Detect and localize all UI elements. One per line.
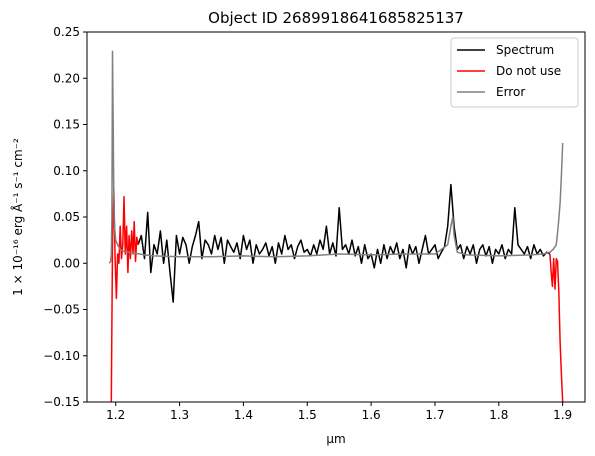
x-axis-label: µm xyxy=(326,432,345,446)
legend-box xyxy=(450,37,579,108)
legend-label-spectrum: Spectrum xyxy=(496,43,554,57)
x-tick-label: 1.4 xyxy=(234,408,253,422)
y-tick-label: −0.10 xyxy=(43,349,80,363)
series-layer xyxy=(108,50,564,402)
x-tick-label: 1.8 xyxy=(489,408,508,422)
y-axis-label: 1 × 10⁻¹⁶ erg Å⁻¹ s⁻¹ cm⁻² xyxy=(10,138,25,296)
y-tick-label: 0.15 xyxy=(53,118,80,132)
y-tick-label: 0.05 xyxy=(53,210,80,224)
legend: Spectrum Do not use Error xyxy=(450,37,579,108)
x-tick-label: 1.7 xyxy=(425,408,444,422)
series-line-spectrum xyxy=(137,183,551,303)
y-axis: −0.15 −0.10 −0.05 0.00 0.05 0.10 0.15 0.20 0.25 xyxy=(43,25,87,409)
series-line-error xyxy=(108,50,564,264)
y-tick-label: −0.15 xyxy=(43,395,80,409)
x-tick-label: 1.9 xyxy=(553,408,572,422)
x-tick-label: 1.5 xyxy=(298,408,317,422)
x-tick-label: 1.3 xyxy=(170,408,189,422)
series-line-do-not-use xyxy=(549,253,564,402)
y-tick-label: 0.10 xyxy=(53,164,80,178)
y-tick-label: −0.05 xyxy=(43,303,80,317)
x-tick-label: 1.2 xyxy=(106,408,125,422)
legend-label-do-not-use: Do not use xyxy=(496,64,561,78)
y-tick-label: 0.25 xyxy=(53,25,80,39)
x-axis: 1.2 1.3 1.4 1.5 1.6 1.7 1.8 1.9 xyxy=(106,402,572,422)
series-line-do-not-use xyxy=(110,186,139,402)
chart-title: Object ID 2689918641685825137 xyxy=(208,9,464,27)
x-tick-label: 1.6 xyxy=(362,408,381,422)
y-tick-label: 0.20 xyxy=(53,71,80,85)
legend-label-error: Error xyxy=(496,85,525,99)
y-tick-label: 0.00 xyxy=(53,256,80,270)
